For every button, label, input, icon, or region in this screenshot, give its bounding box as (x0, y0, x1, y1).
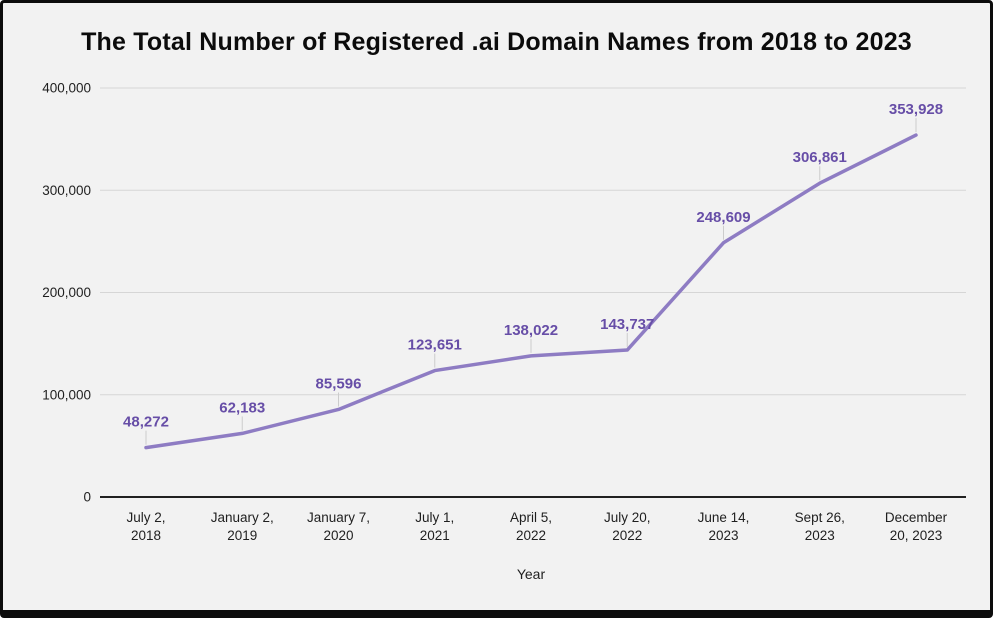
value-label: 48,272 (123, 414, 169, 431)
x-tick-label: July 20, 2022 (604, 510, 651, 543)
chart-svg: 0 100,000 200,000 300,000 400,000 July 2, 2018… (42, 81, 966, 543)
x-tick-label: July 1, 2021 (415, 510, 454, 543)
chart-title: The Total Number of Registered .ai Domai… (81, 28, 912, 56)
x-axis-title: Year (3, 566, 990, 582)
y-tick-label: 400,000 (42, 81, 91, 96)
x-tick-label: June 14, 2023 (698, 510, 750, 543)
y-tick-label: 0 (83, 490, 91, 505)
value-label: 306,861 (793, 149, 847, 166)
value-label: 353,928 (889, 101, 943, 118)
x-tick-label: December 20, 2023 (885, 510, 948, 543)
x-axis-title-label: Year (516, 566, 546, 582)
series-line (144, 133, 918, 450)
value-label: 85,596 (316, 375, 362, 392)
y-tick-label: 100,000 (42, 387, 91, 402)
y-tick-label: 300,000 (42, 183, 91, 198)
x-tick-label: Sept 26, 2023 (795, 510, 845, 543)
x-tick-label: January 2, 2019 (211, 510, 274, 543)
x-tick-label: April 5, 2022 (510, 510, 552, 543)
value-label: 143,737 (600, 316, 654, 333)
value-label: 62,183 (219, 399, 265, 416)
value-label: 248,609 (696, 209, 750, 226)
x-tick-label: July 2, 2018 (126, 510, 165, 543)
y-tick-label: 200,000 (42, 285, 91, 300)
value-label: 138,022 (504, 322, 558, 339)
x-tick-label: January 7, 2020 (307, 510, 370, 543)
value-label: 123,651 (408, 337, 462, 354)
